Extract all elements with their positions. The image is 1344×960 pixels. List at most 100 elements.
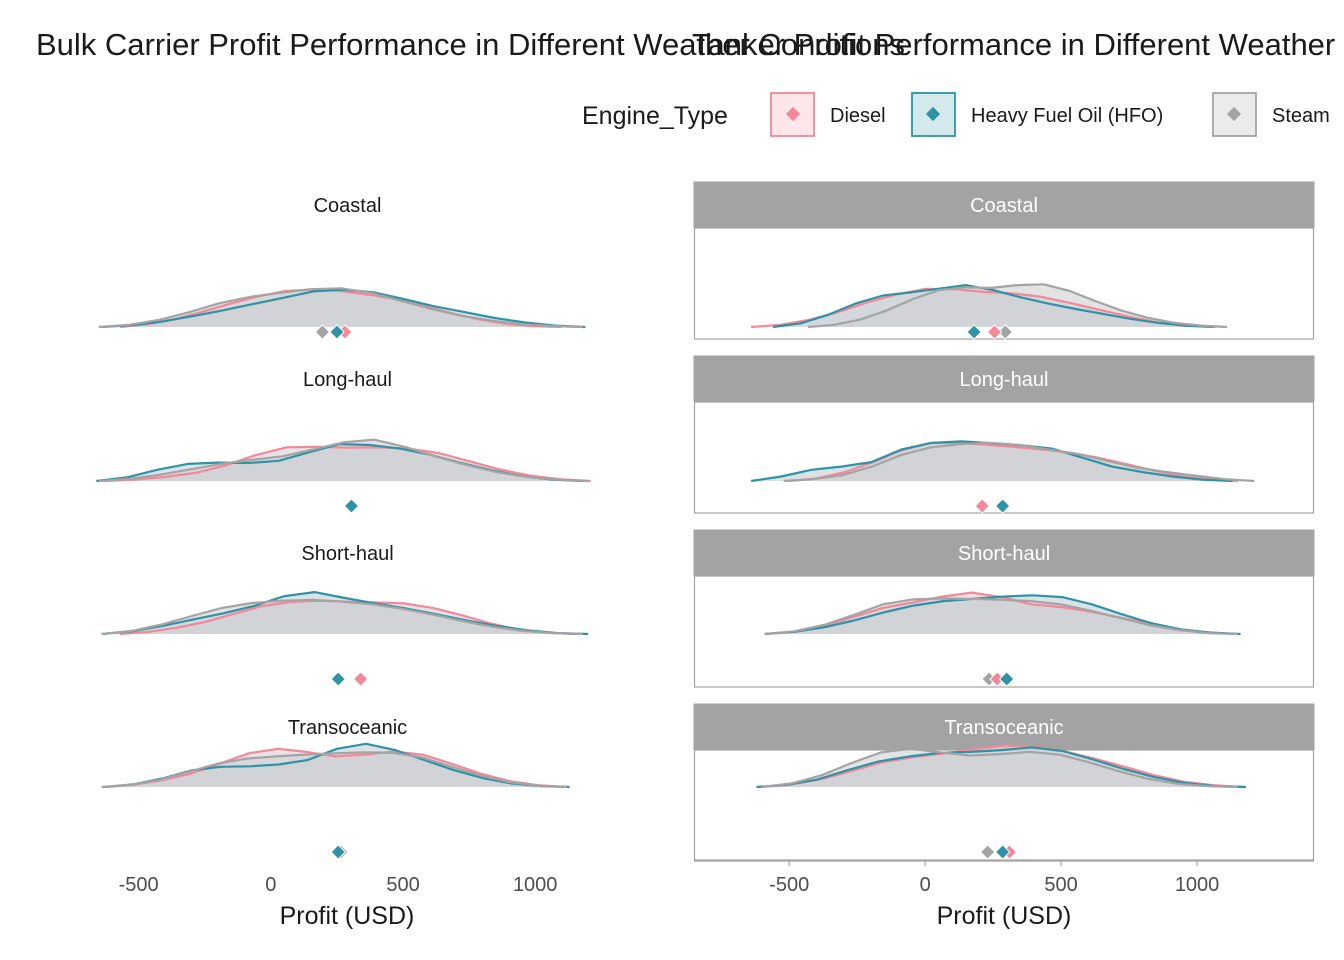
- bulk-transoceanic-diesel-density-shade: [104, 748, 567, 787]
- tanker-short-haul-panel-border: [693, 575, 1315, 688]
- legend-key-steam-marker: [1226, 106, 1242, 122]
- bulk-short-haul-heavy-fuel-oil-hfo-density-shade: [101, 592, 589, 634]
- tanker-long-haul-facet: Long-haul: [693, 355, 1315, 514]
- tanker-x-axis: -500 0 500 1000: [694, 860, 1314, 896]
- tanker-coastal-heavy-fuel-oil-hfo-mean-marker: [966, 324, 982, 340]
- legend-label-diesel: Diesel: [830, 105, 886, 127]
- bulk-long-haul-heavy-fuel-oil-hfo-density-shade: [96, 444, 583, 481]
- tanker-transoceanic-steam-density-shade: [762, 748, 1238, 787]
- tanker-coastal-diesel-mean-marker: [986, 324, 1003, 340]
- tanker-long-haul-heavy-fuel-oil-hfo-density-shade: [751, 441, 1233, 481]
- bulk-coastal-strip-label: Coastal: [314, 195, 382, 217]
- tanker-transoceanic-heavy-fuel-oil-hfo-mean-marker: [994, 844, 1011, 860]
- tanker-x-tick-label: 1000: [1175, 874, 1220, 896]
- legend-label-steam: Steam: [1272, 105, 1330, 127]
- left-x-axis-title: Profit (USD): [280, 902, 415, 930]
- bulk-short-haul-strip-label: Short-haul: [301, 543, 393, 565]
- tanker-long-haul-strip: [693, 355, 1315, 402]
- bulk-coastal-steam-density-fill: [99, 288, 583, 327]
- tanker-coastal-facet: Coastal: [693, 181, 1315, 340]
- tanker-short-haul-heavy-fuel-oil-hfo-density-line: [764, 594, 1241, 636]
- bulk-short-haul-steam-density-line: [101, 598, 583, 636]
- tanker-short-haul-diesel-mean-marker: [989, 671, 1005, 687]
- bulk-transoceanic-facet: Transoceanic: [101, 717, 570, 860]
- bulk-transoceanic-heavy-fuel-oil-hfo-density-shade: [104, 743, 570, 787]
- left-chart-title: Bulk Carrier Profit Performance in Diffe…: [36, 27, 905, 62]
- bulk-long-haul-strip-label: Long-haul: [303, 369, 392, 391]
- bulk-x-tick-label: 500: [386, 874, 419, 896]
- bulk-coastal-steam-density-shade: [99, 288, 583, 327]
- bulk-long-haul-steam-density-fill: [99, 439, 589, 481]
- tanker-long-haul-heavy-fuel-oil-hfo-mean-marker: [994, 498, 1011, 514]
- bulk-coastal-heavy-fuel-oil-hfo-density-shade: [101, 289, 586, 327]
- tanker-short-haul-steam-mean-marker: [981, 671, 997, 687]
- tanker-transoceanic-strip: [693, 703, 1315, 750]
- tanker-short-haul-facet: Short-haul: [693, 529, 1315, 688]
- legend: Engine_Type Diesel Heavy Fuel Oil (HFO) …: [582, 92, 1330, 137]
- bulk-coastal-steam-mean-marker: [314, 324, 331, 340]
- bulk-coastal-diesel-mean-marker: [337, 324, 353, 340]
- legend-title: Engine_Type: [582, 102, 728, 130]
- tanker-transoceanic-strip-label: Transoceanic: [944, 717, 1063, 739]
- tanker-coastal-steam-mean-marker: [997, 324, 1014, 340]
- bulk-long-haul-heavy-fuel-oil-hfo-mean-marker: [343, 498, 360, 514]
- tanker-long-haul-panel-border: [693, 401, 1315, 514]
- tanker-short-haul-heavy-fuel-oil-hfo-density-shade: [764, 595, 1241, 634]
- bulk-long-haul-diesel-density-shade: [104, 446, 591, 481]
- tanker-long-haul-steam-density-line: [783, 441, 1255, 483]
- bulk-coastal-steam-density-line: [98, 287, 583, 329]
- bulk-x-tick-label: -500: [119, 874, 159, 896]
- tanker-short-haul-strip: [693, 529, 1315, 576]
- tanker-short-haul-strip-label: Short-haul: [958, 543, 1050, 565]
- bulk-long-haul-diesel-density-line: [104, 445, 591, 483]
- tanker-long-haul-diesel-density-shade: [789, 442, 1238, 481]
- tanker-coastal-heavy-fuel-oil-hfo-density-line: [772, 284, 1214, 329]
- bulk-transoceanic-steam-density-line: [101, 751, 567, 789]
- bulk-long-haul-steam-density-shade: [99, 439, 589, 481]
- bulk-short-haul-diesel-mean-marker: [352, 671, 369, 687]
- tanker-transoceanic-steam-mean-marker: [979, 844, 996, 860]
- bulk-short-haul-heavy-fuel-oil-hfo-mean-marker: [330, 671, 347, 687]
- bulk-coastal-diesel-density-shade: [120, 289, 562, 327]
- tanker-x-tick-label: -500: [769, 874, 809, 896]
- bulk-long-haul-facet: Long-haul: [96, 369, 591, 514]
- bulk-x-tick-label: 0: [265, 874, 276, 896]
- bulk-long-haul-steam-density-line: [98, 438, 589, 483]
- tanker-coastal-panel-border: [693, 227, 1315, 340]
- tanker-transoceanic-heavy-fuel-oil-hfo-density-shade: [756, 747, 1246, 787]
- bulk-short-haul-diesel-density-shade: [120, 600, 575, 634]
- legend-key-hfo-marker: [925, 106, 941, 122]
- tanker-transoceanic-heavy-fuel-oil-hfo-density-line: [756, 746, 1247, 789]
- tanker-long-haul-steam-density-shade: [783, 442, 1255, 481]
- bulk-coastal-heavy-fuel-oil-hfo-mean-marker: [329, 324, 345, 340]
- tanker-transoceanic-steam-density-fill: [762, 748, 1238, 787]
- tanker-transoceanic-facet: Transoceanic: [693, 703, 1315, 861]
- bulk-x-axis: -500 0 500 1000: [119, 874, 558, 896]
- tanker-short-haul-diesel-density-shade: [764, 592, 1238, 634]
- bulk-coastal-facet: Coastal: [98, 195, 586, 340]
- legend-key-diesel-marker: [785, 106, 801, 122]
- tanker-long-haul-diesel-mean-marker: [974, 498, 991, 514]
- panels-group: Coastal Long-haul Short-haul Transoceanic -5…: [96, 181, 1315, 896]
- tanker-coastal-strip: [693, 181, 1315, 228]
- tanker-transoceanic-diesel-density-line: [761, 744, 1244, 789]
- bulk-transoceanic-heavy-fuel-oil-hfo-mean-marker: [330, 844, 347, 860]
- bulk-short-haul-heavy-fuel-oil-hfo-density-line: [101, 591, 589, 636]
- tanker-short-haul-heavy-fuel-oil-hfo-mean-marker: [998, 671, 1015, 687]
- legend-key-hfo: [911, 92, 956, 137]
- tanker-x-tick-label: 500: [1044, 874, 1077, 896]
- bulk-transoceanic-diesel-density-line: [104, 747, 567, 789]
- bulk-transoceanic-steam-density-shade: [101, 752, 567, 787]
- legend-label-hfo: Heavy Fuel Oil (HFO): [971, 105, 1163, 127]
- tanker-x-tick-label: 0: [920, 874, 931, 896]
- tanker-transoceanic-steam-density-line: [761, 747, 1238, 789]
- tanker-short-haul-steam-density-line: [764, 597, 1238, 636]
- bulk-transoceanic-steam-density-fill: [101, 752, 567, 787]
- right-x-axis-title: Profit (USD): [937, 902, 1072, 930]
- bulk-x-tick-label: 1000: [513, 874, 558, 896]
- bulk-transoceanic-strip-label: Transoceanic: [288, 717, 407, 739]
- tanker-long-haul-strip-label: Long-haul: [960, 369, 1049, 391]
- tanker-coastal-steam-density-line: [808, 283, 1228, 329]
- tanker-transoceanic-diesel-density-shade: [762, 745, 1244, 787]
